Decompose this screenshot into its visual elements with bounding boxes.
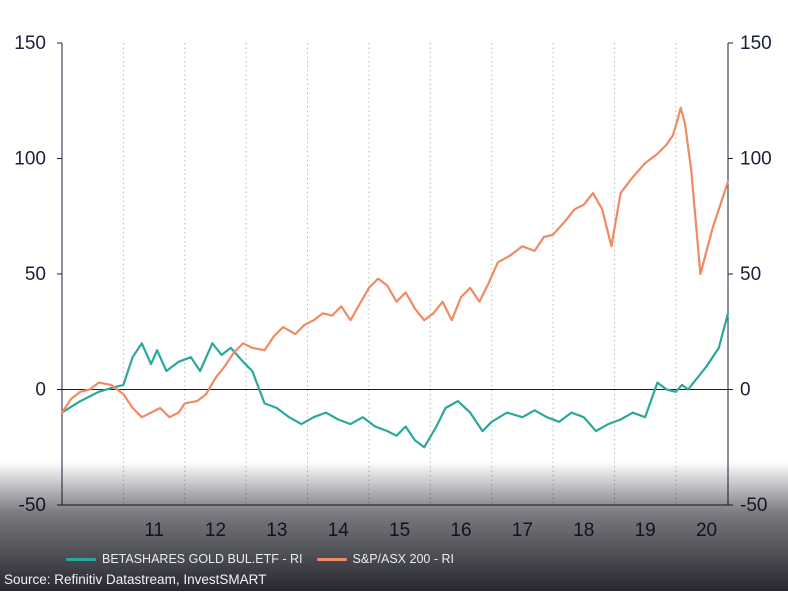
y-tick-label-left: 0 [35, 380, 46, 401]
y-tick-label-right: -50 [740, 495, 767, 516]
y-axis-right-ticks: 150 100 50 0 -50 [728, 33, 772, 516]
y-tick-label-left: 50 [25, 264, 46, 285]
x-axis-ticks: 11 12 13 14 15 16 17 18 19 20 [144, 520, 717, 541]
x-tick-label: 13 [266, 520, 287, 541]
y-tick-label-left: -50 [19, 495, 46, 516]
y-tick-label-right: 50 [740, 264, 761, 285]
y-tick-label-right: 100 [740, 149, 772, 170]
series-line-gold-etf [60, 312, 730, 449]
legend-label-asx: S&P/ASX 200 - RI [352, 552, 454, 566]
series-line-asx200 [60, 106, 730, 419]
x-tick-label: 17 [512, 520, 533, 541]
legend-swatch-gold [66, 557, 96, 561]
gridlines [122, 43, 677, 505]
x-tick-label: 15 [389, 520, 410, 541]
x-tick-label: 20 [696, 520, 717, 541]
x-tick-label: 11 [144, 520, 164, 541]
source-note: Source: Refinitiv Datastream, InvestSMAR… [4, 572, 267, 587]
y-axis-left-ticks: 150 100 50 0 -50 [14, 33, 62, 516]
legend-item-gold: BETASHARES GOLD BUL.ETF - RI [66, 552, 303, 566]
x-tick-label: 14 [328, 520, 350, 541]
x-tick-label: 19 [635, 520, 656, 541]
series-lines [60, 106, 730, 449]
x-tick-label: 12 [205, 520, 226, 541]
legend-swatch-asx [316, 557, 347, 561]
legend-item-asx: S&P/ASX 200 - RI [316, 552, 454, 566]
y-tick-label-right: 0 [740, 380, 751, 401]
y-tick-label-left: 150 [14, 33, 46, 54]
legend-label-gold: BETASHARES GOLD BUL.ETF - RI [102, 552, 303, 566]
x-tick-label: 18 [573, 520, 594, 541]
y-tick-label-right: 150 [740, 33, 772, 54]
x-tick-label: 16 [450, 520, 471, 541]
chart-legend: BETASHARES GOLD BUL.ETF - RI S&P/ASX 200… [66, 551, 454, 567]
y-tick-label-left: 100 [14, 149, 46, 170]
